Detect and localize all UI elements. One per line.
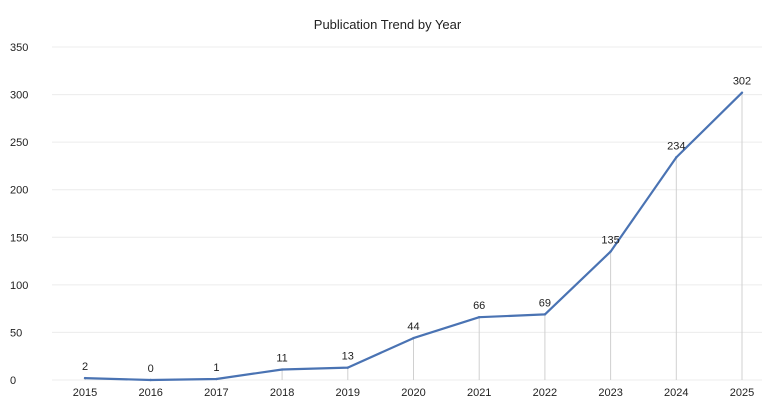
data-point <box>280 368 284 371</box>
data-point <box>83 376 87 380</box>
x-tick-label: 2017 <box>204 387 228 399</box>
y-axis-tick-labels: 0 50 100 150 200 250 300 350 <box>10 42 28 387</box>
x-tick-label: 2023 <box>598 387 622 399</box>
data-label: 11 <box>276 353 287 365</box>
x-axis-tick-labels: 2015 2016 2017 2018 2019 2020 2021 2022 2023 2024… <box>73 387 754 399</box>
drop-lines-layer <box>84 92 743 380</box>
y-tick-label: 300 <box>10 90 28 102</box>
data-point <box>346 366 349 369</box>
y-tick-label: 250 <box>10 137 28 149</box>
series-line <box>84 91 743 382</box>
data-point <box>478 316 481 319</box>
data-label: 44 <box>407 321 419 333</box>
x-tick-label: 2022 <box>533 387 557 399</box>
data-label: 234 <box>667 140 685 152</box>
x-tick-label: 2016 <box>138 387 162 399</box>
data-point <box>675 156 678 159</box>
data-label: 135 <box>601 235 619 247</box>
data-point <box>215 377 218 381</box>
data-label: 66 <box>473 300 485 312</box>
y-tick-label: 0 <box>10 375 16 387</box>
data-label: 69 <box>539 297 551 309</box>
data-label: 2 <box>82 361 88 373</box>
data-point <box>609 250 612 253</box>
y-tick-label: 50 <box>10 327 22 339</box>
data-point <box>740 91 744 94</box>
x-tick-label: 2019 <box>336 387 360 399</box>
y-tick-label: 100 <box>10 280 28 292</box>
data-point <box>149 378 152 382</box>
data-label: 13 <box>342 351 354 363</box>
data-label: 1 <box>213 362 219 374</box>
grid-layer <box>52 46 762 381</box>
data-label: 302 <box>733 76 751 88</box>
data-point <box>543 313 547 316</box>
x-tick-label: 2018 <box>270 387 294 399</box>
series-line-layer <box>83 91 744 382</box>
x-tick-label: 2015 <box>73 387 97 399</box>
y-tick-label: 200 <box>10 185 28 197</box>
y-tick-label: 350 <box>10 42 28 54</box>
chart-title: Publication Trend by Year <box>313 17 462 32</box>
x-tick-label: 2024 <box>664 387 688 399</box>
data-label: 0 <box>148 363 154 375</box>
x-tick-label: 2021 <box>467 387 491 399</box>
data-point <box>412 336 415 340</box>
x-tick-label: 2020 <box>401 387 425 399</box>
x-tick-label: 2025 <box>730 387 754 399</box>
y-tick-label: 150 <box>10 232 28 244</box>
